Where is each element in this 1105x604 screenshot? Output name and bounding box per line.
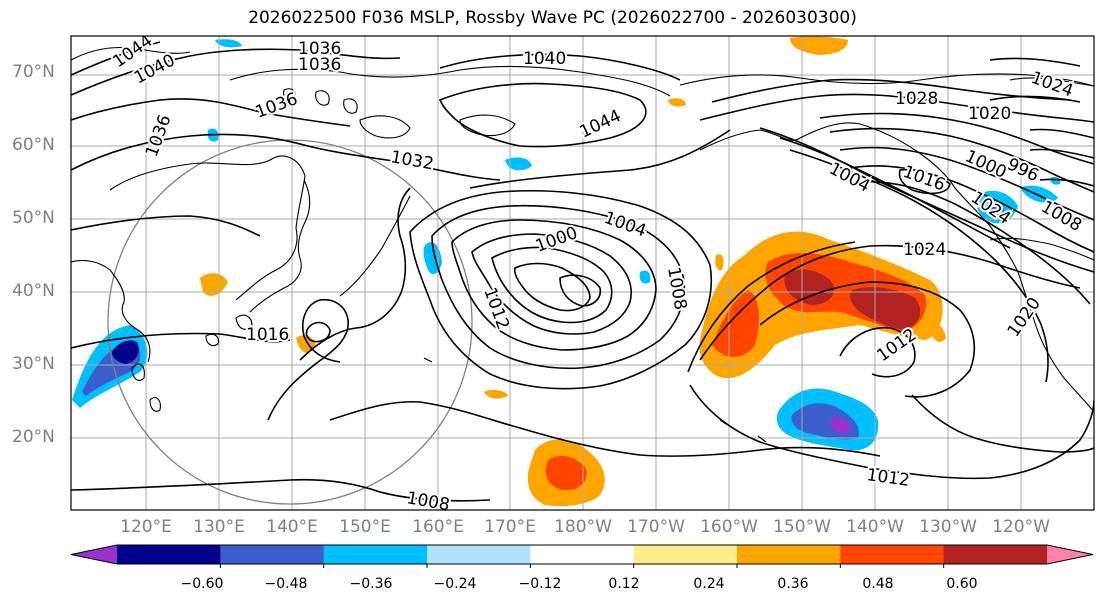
isobar-label: 1024 (903, 240, 946, 260)
latitude-label-60n: 60°N (12, 135, 55, 155)
range-ring (107, 139, 473, 505)
negative-anomaly-shading (72, 39, 1061, 451)
colorbar-tick-label: 0.36 (777, 576, 809, 592)
isobar-label: 1016 (246, 325, 289, 345)
colorbar-tick-label: 0.12 (608, 576, 640, 592)
longitude-label: 160°W (700, 517, 758, 537)
colorbar-segment (530, 545, 635, 564)
colorbar-extension-high (1047, 545, 1093, 564)
longitude-label: 170°W (627, 517, 685, 537)
latitude-label-20n: 20°N (12, 427, 55, 447)
latitude-label-50n: 50°N (12, 208, 55, 228)
colorbar-segment (427, 545, 531, 564)
latitude-label-40n: 40°N (12, 281, 55, 301)
colorbar-outline (70, 544, 1094, 565)
colorbar-tick-label: 0.60 (946, 576, 978, 592)
isobar-label: 1020 (968, 104, 1011, 124)
longitude-label: 140°E (266, 517, 318, 537)
colorbar-tick-label: −0.48 (264, 576, 308, 592)
longitude-label: 150°E (339, 517, 391, 537)
longitude-label: 170°E (484, 517, 536, 537)
colorbar-tick-label: −0.12 (518, 576, 562, 592)
colorbar-segment (633, 545, 738, 564)
colorbar-segment (117, 545, 221, 564)
longitude-label: 150°W (773, 517, 831, 537)
colorbar (70, 544, 1094, 568)
colorbar-segment (840, 545, 945, 564)
coastlines (71, 46, 1094, 443)
graticule (71, 36, 1094, 510)
map-frame (70, 35, 1095, 511)
colorbar-segment (737, 545, 841, 564)
mslp-isobars (71, 41, 1094, 502)
longitude-label: 130°W (919, 517, 977, 537)
isobar-label: 1036 (298, 39, 341, 59)
longitude-label: 160°E (412, 517, 464, 537)
colorbar-tick-label: −0.24 (433, 576, 477, 592)
latitude-label-30n: 30°N (12, 354, 55, 374)
longitude-label: 180°W (554, 517, 612, 537)
colorbar-tick-label: −0.36 (349, 576, 393, 592)
colorbar-tick-label: −0.60 (180, 576, 224, 592)
longitude-label: 140°W (846, 517, 904, 537)
colorbar-segment (323, 545, 428, 564)
isobar-label: 1040 (523, 49, 566, 69)
colorbar-extension-low (71, 545, 117, 564)
latitude-label-70n: 70°N (12, 62, 55, 82)
colorbar-tick-label: 0.24 (693, 576, 725, 592)
longitude-label: 130°E (193, 517, 245, 537)
colorbar-tick-label: 0.48 (862, 576, 894, 592)
colorbar-segment (943, 545, 1048, 564)
isobar-label: 1036 (298, 55, 341, 75)
map-title: 2026022500 F036 MSLP, Rossby Wave PC (20… (248, 8, 857, 28)
longitude-label: 120°E (120, 517, 172, 537)
isobar-label: 1028 (895, 89, 938, 109)
colorbar-segment (220, 545, 325, 564)
longitude-label: 120°W (992, 517, 1050, 537)
